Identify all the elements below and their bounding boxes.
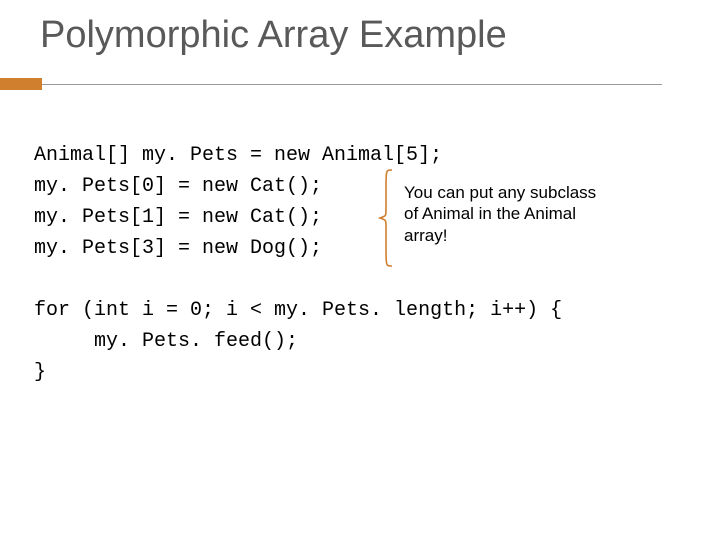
callout-line-2: of Animal in the Animal bbox=[404, 204, 576, 223]
code-line-5: for (int i = 0; i < my. Pets. length; i+… bbox=[34, 299, 562, 322]
code-line-7: } bbox=[34, 361, 46, 384]
callout-text: You can put any subclass of Animal in th… bbox=[404, 182, 644, 246]
callout-line-1: You can put any subclass bbox=[404, 183, 596, 202]
code-line-2: my. Pets[0] = new Cat(); bbox=[34, 175, 322, 198]
code-line-3: my. Pets[1] = new Cat(); bbox=[34, 206, 322, 229]
code-line-4: my. Pets[3] = new Dog(); bbox=[34, 237, 322, 260]
code-block: Animal[] my. Pets = new Animal[5]; my. P… bbox=[34, 140, 562, 388]
rule-accent-block bbox=[0, 78, 42, 90]
rule-line bbox=[42, 84, 662, 85]
slide-title: Polymorphic Array Example bbox=[40, 14, 507, 57]
brace-icon bbox=[378, 168, 394, 268]
callout-line-3: array! bbox=[404, 226, 447, 245]
code-line-6: my. Pets. feed(); bbox=[34, 330, 298, 353]
title-rule bbox=[0, 74, 720, 94]
code-line-1: Animal[] my. Pets = new Animal[5]; bbox=[34, 144, 442, 167]
